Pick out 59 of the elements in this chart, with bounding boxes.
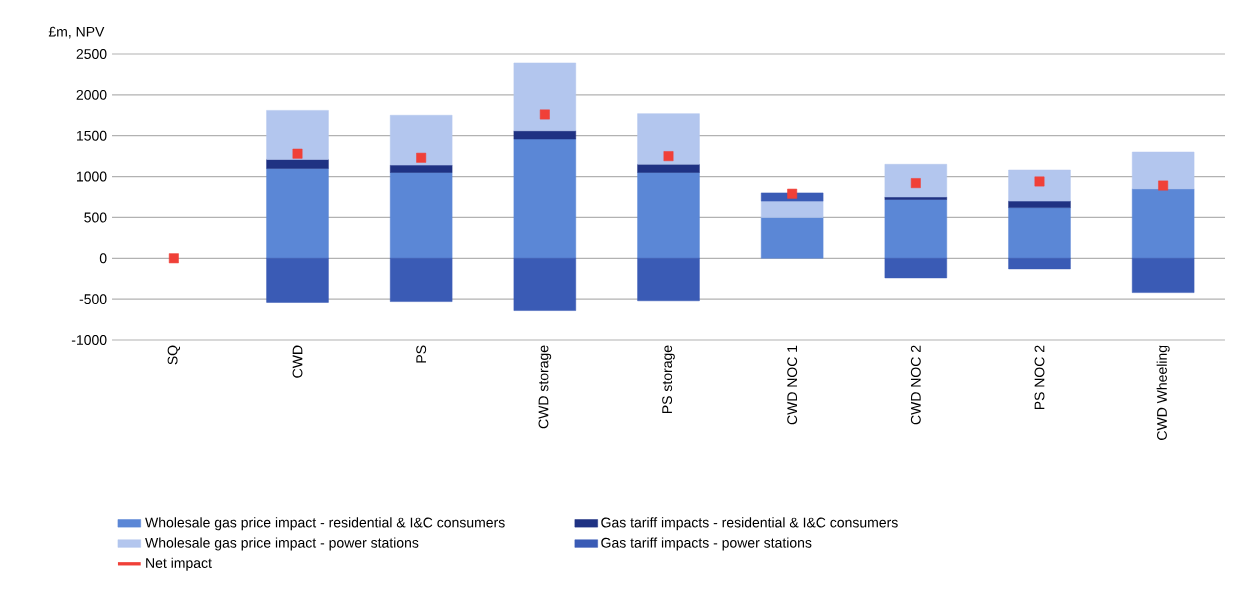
x-tick-label: CWD Wheeling xyxy=(1156,345,1170,440)
bar xyxy=(513,258,577,311)
bar xyxy=(760,200,824,218)
y-tick-label: 0 xyxy=(99,253,107,264)
bar xyxy=(884,258,948,279)
x-tick-label: SQ xyxy=(167,345,181,365)
bar xyxy=(513,62,577,132)
y-tick-label: 2500 xyxy=(76,49,107,59)
y-tick-label: 1500 xyxy=(77,130,107,141)
point xyxy=(663,151,674,162)
y-axis-title: £m, NPV xyxy=(48,26,105,39)
x-tick-label: CWD NOC 1 xyxy=(787,345,798,425)
bar xyxy=(637,172,700,259)
bar xyxy=(266,159,329,169)
bar xyxy=(1008,207,1071,259)
x-tick-label: PS xyxy=(416,345,427,363)
point xyxy=(910,178,921,189)
legend-label: Gas tariff impacts - power stations xyxy=(601,537,812,551)
point xyxy=(292,148,303,159)
legend-label: Net impact xyxy=(146,557,212,571)
x-tick-label: CWD NOC 2 xyxy=(910,345,921,425)
bar xyxy=(389,258,453,302)
y-tick-label: -1000 xyxy=(71,335,107,345)
point xyxy=(539,109,550,120)
bar xyxy=(637,164,700,173)
bar xyxy=(1131,258,1195,293)
bar xyxy=(513,130,577,140)
x-tick-label: PS storage xyxy=(662,345,675,414)
bar xyxy=(1131,151,1195,190)
bar xyxy=(1131,188,1195,259)
point xyxy=(787,188,798,199)
bar xyxy=(1008,169,1071,202)
bar xyxy=(760,217,824,259)
bar xyxy=(513,138,577,259)
legend-label: Gas tariff impacts - residential & I&C consumers xyxy=(601,517,898,531)
bar xyxy=(266,258,329,303)
bar xyxy=(266,168,329,259)
y-tick-label: 2000 xyxy=(76,89,107,100)
point xyxy=(416,152,427,163)
bar xyxy=(266,110,329,160)
bar xyxy=(637,113,700,165)
bar xyxy=(884,199,948,259)
bar xyxy=(637,258,700,302)
x-tick-label: CWD storage xyxy=(538,345,552,429)
legend-label: Wholesale gas price impact - power stations xyxy=(145,537,419,551)
bar xyxy=(389,164,453,173)
point xyxy=(1158,180,1169,191)
x-tick-label: PS NOC 2 xyxy=(1034,345,1045,410)
x-tick-label: CWD xyxy=(292,345,303,378)
y-tick-label: -500 xyxy=(79,294,107,305)
point xyxy=(168,253,179,264)
legend-label: Wholesale gas price impact - residential & I&C consumers xyxy=(145,517,505,531)
y-tick-label: 500 xyxy=(84,212,107,223)
bar xyxy=(884,164,948,198)
y-tick-label: 1000 xyxy=(77,171,107,182)
bar xyxy=(389,115,453,166)
point xyxy=(1034,176,1045,187)
bar xyxy=(389,172,453,259)
bar xyxy=(1008,258,1071,270)
